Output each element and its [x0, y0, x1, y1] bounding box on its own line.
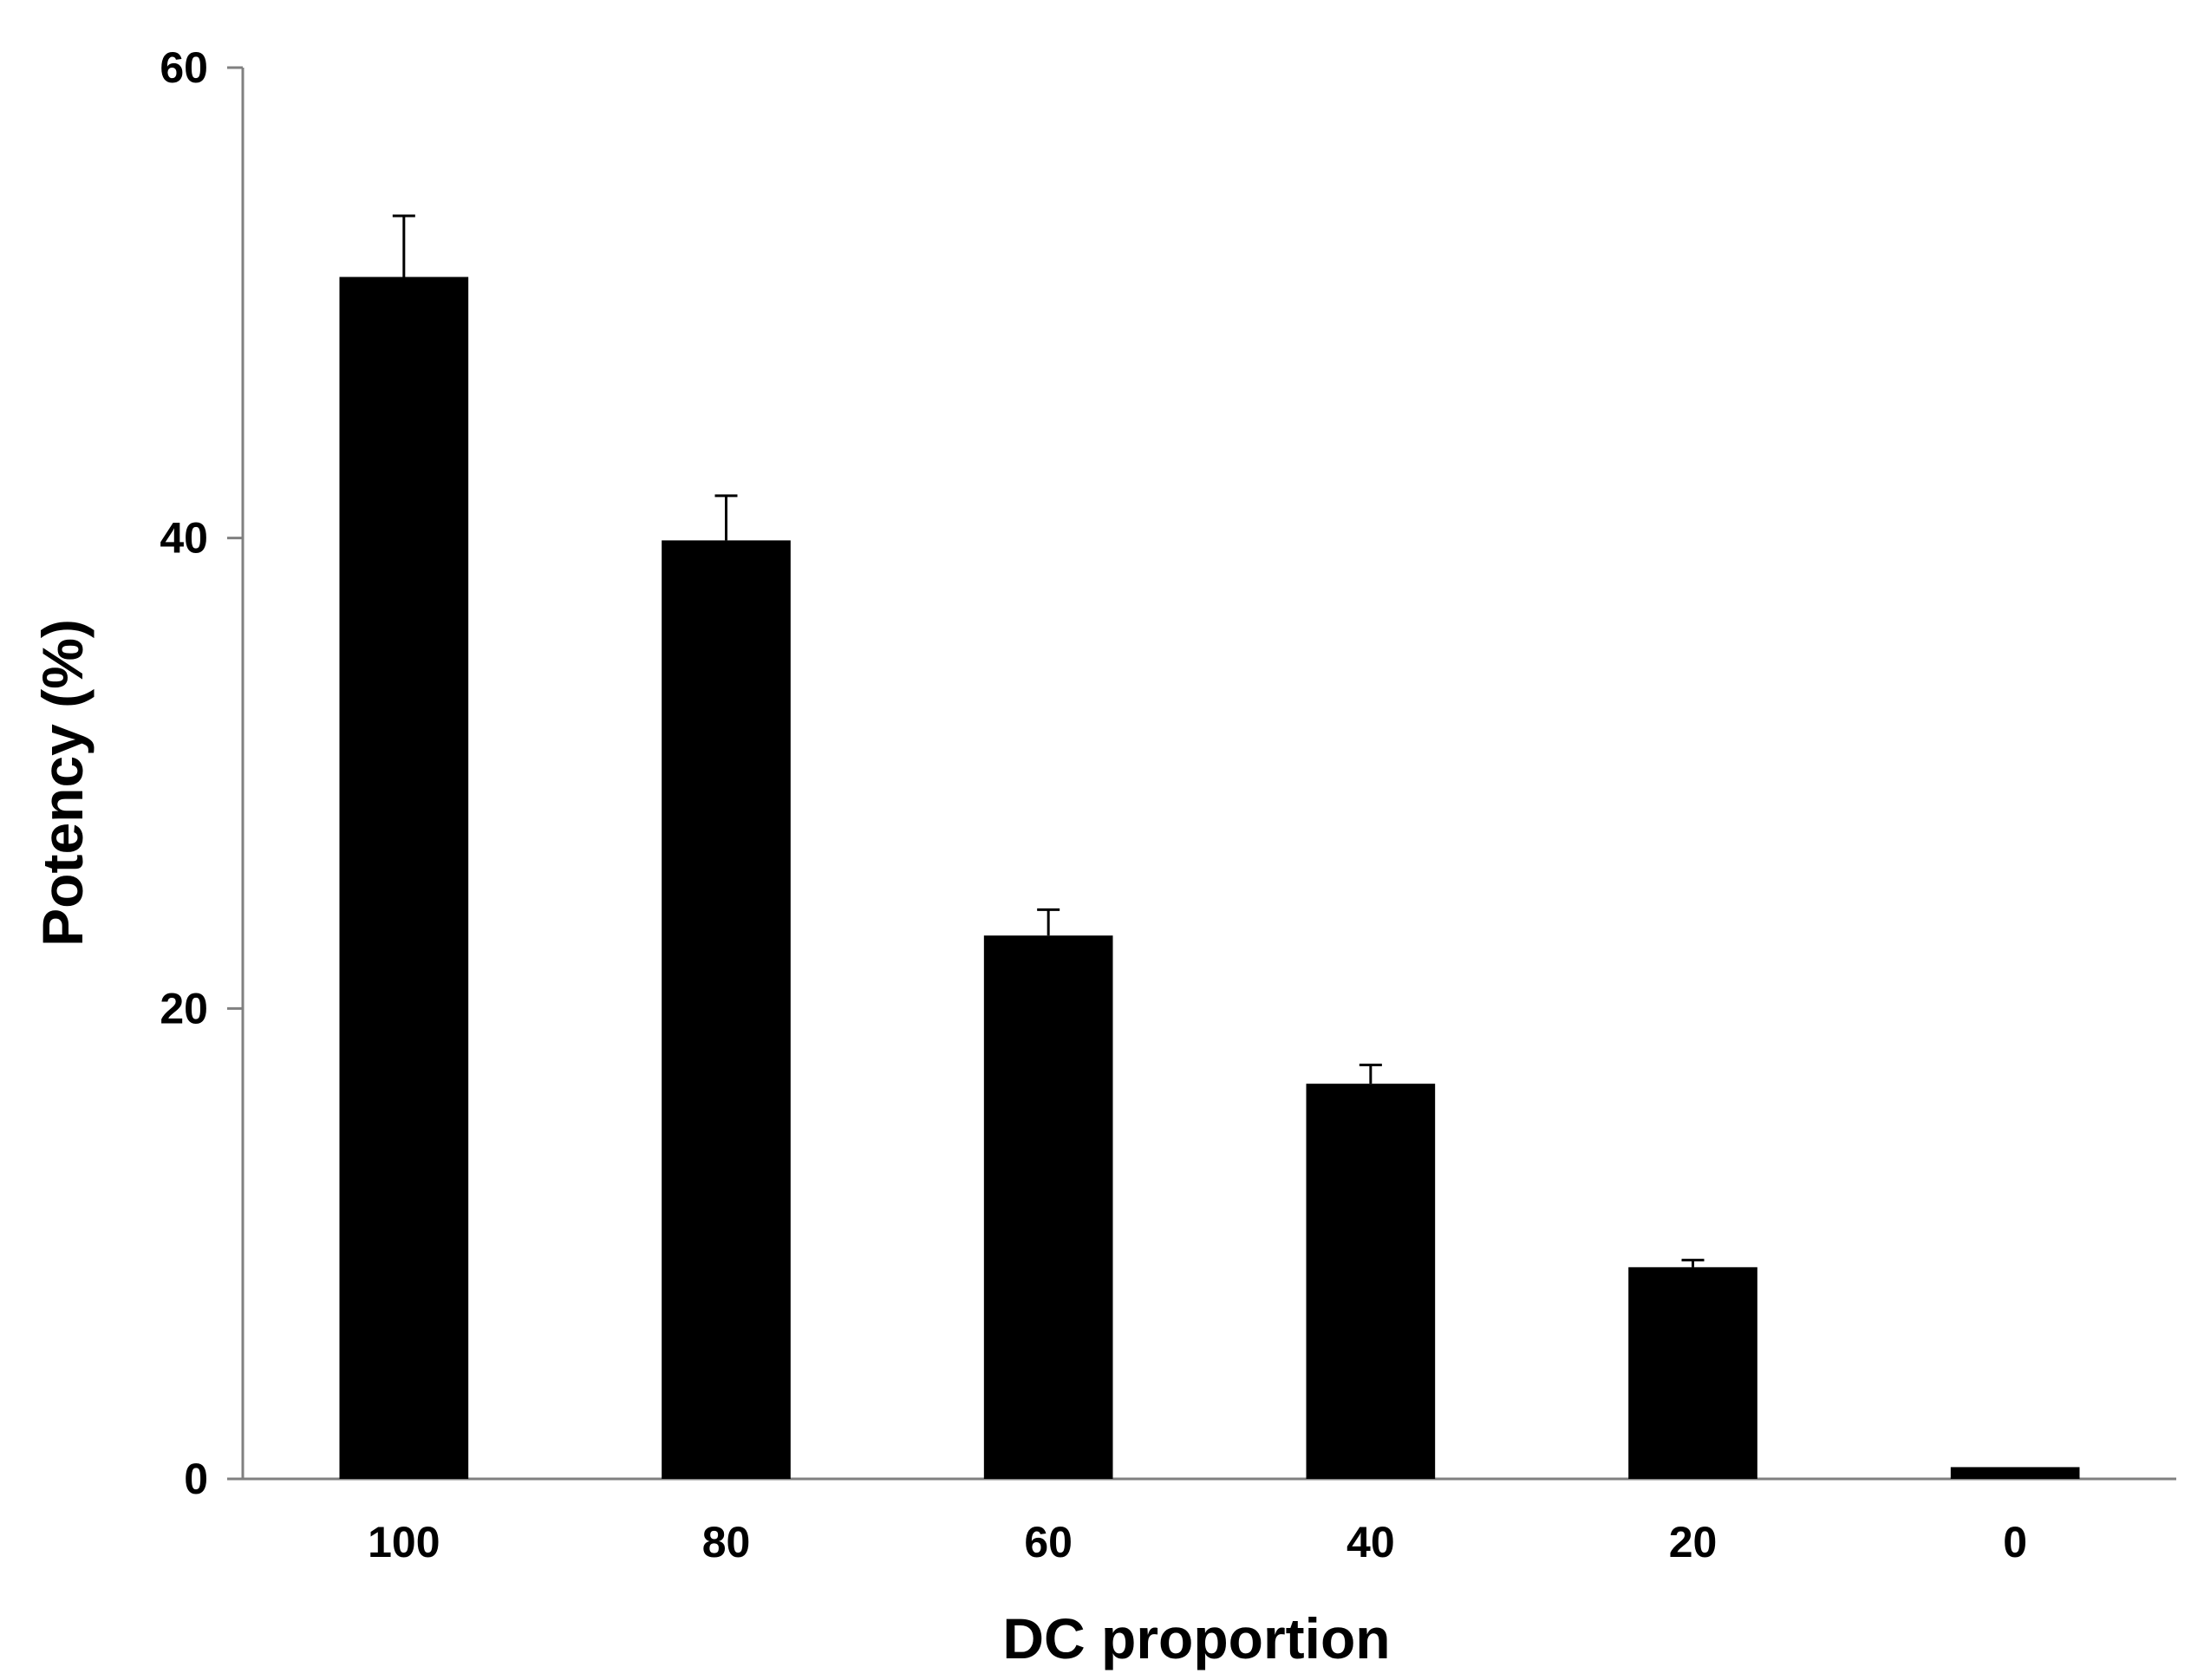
y-tick-label: 20	[160, 984, 208, 1032]
x-tick-label: 100	[368, 1518, 440, 1566]
bar	[1950, 1467, 2080, 1479]
error-bars	[392, 214, 1705, 1267]
y-axis: 0 20 40 60	[160, 43, 245, 1503]
bar	[339, 277, 469, 1479]
bar	[662, 540, 791, 1479]
y-axis-title: Potency (%)	[30, 619, 95, 947]
x-tick-label: 80	[702, 1518, 751, 1566]
bar	[1628, 1267, 1757, 1479]
y-tick-label: 60	[160, 43, 208, 92]
x-tick-label: 0	[2003, 1518, 2027, 1566]
x-tick-label: 20	[1669, 1518, 1718, 1566]
bar	[983, 935, 1113, 1479]
x-tick-label: 60	[1024, 1518, 1073, 1566]
bar	[1306, 1084, 1436, 1479]
y-tick-label: 40	[160, 514, 208, 563]
y-tick-label: 0	[184, 1455, 208, 1503]
plot-area: 0 20 40 60 100 80 60 40 20 0	[160, 43, 2176, 1566]
x-axis: 100 80 60 40 20 0	[243, 1477, 2176, 1566]
x-axis-title: DC proportion	[1002, 1606, 1390, 1670]
bars	[339, 277, 2080, 1479]
x-tick-label: 40	[1347, 1518, 1395, 1566]
